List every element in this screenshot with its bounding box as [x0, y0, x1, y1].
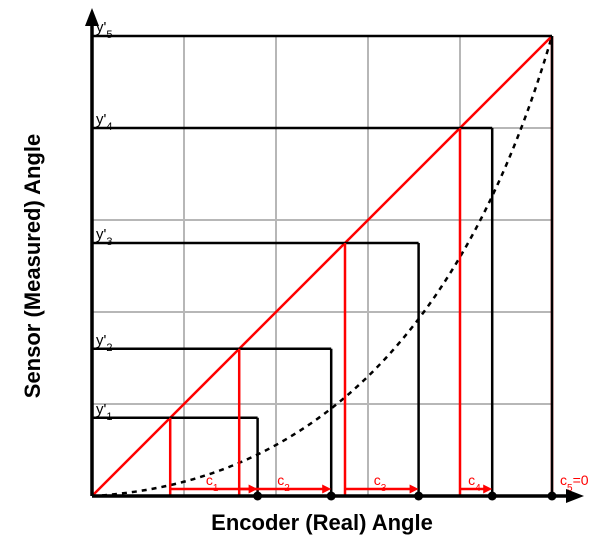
x-axis-label: Encoder (Real) Angle — [211, 510, 433, 535]
encoder-calibration-diagram: c1y'1c2y'2c3y'3c4y'4c5=0y'5Encoder (Real… — [0, 0, 600, 558]
chart-svg: c1y'1c2y'2c3y'3c4y'4c5=0y'5Encoder (Real… — [0, 0, 600, 558]
y-axis-label: Sensor (Measured) Angle — [20, 134, 45, 398]
